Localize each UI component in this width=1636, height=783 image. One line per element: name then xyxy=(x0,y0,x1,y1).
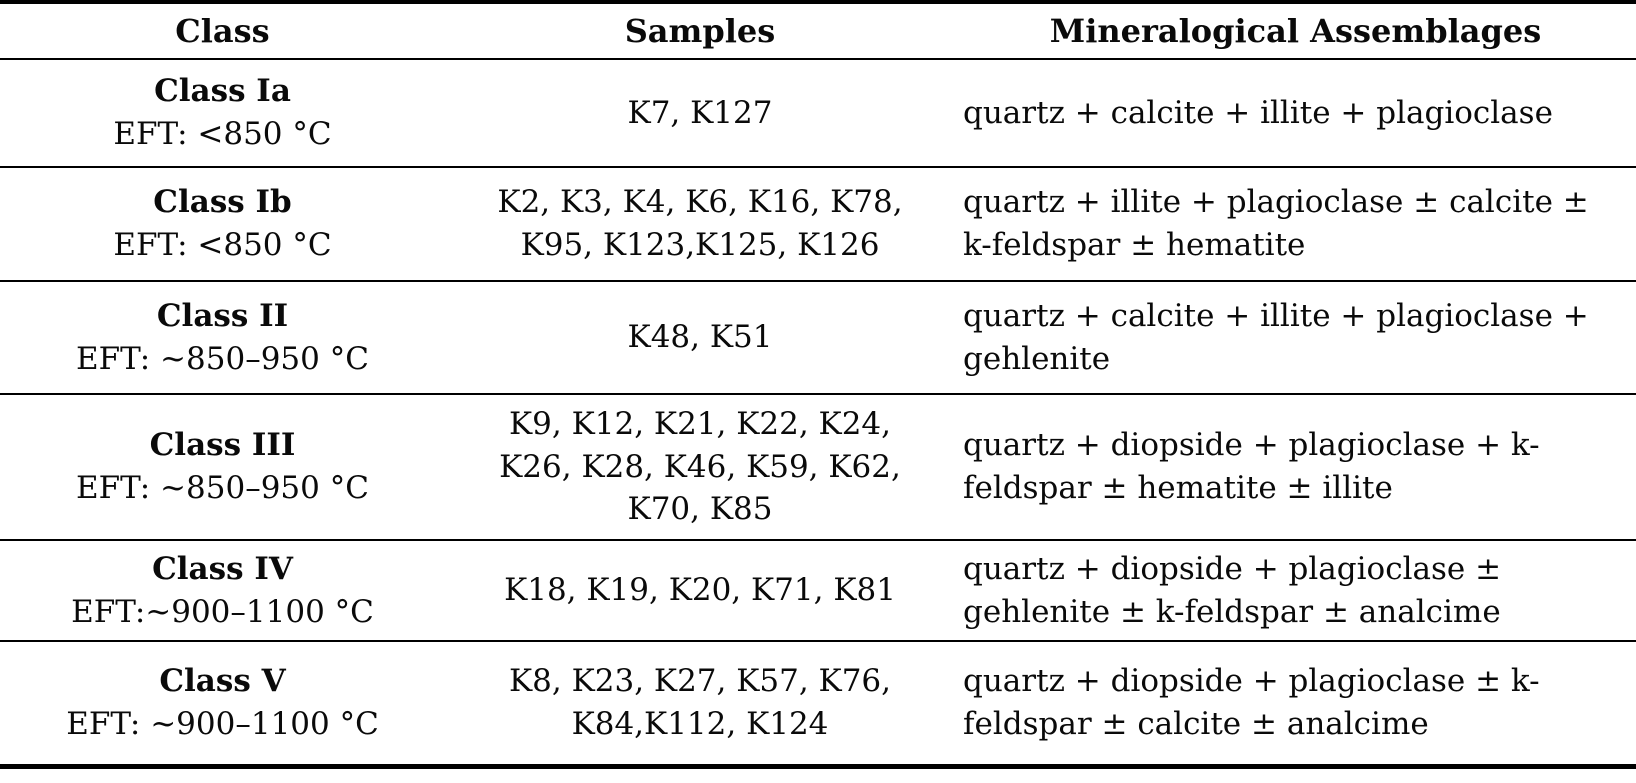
table-row-class-iv: Class IV EFT:~900–1100 °C K18, K19, K20,… xyxy=(0,540,1636,641)
class-name: Class II xyxy=(156,297,289,334)
eft-range: EFT: ~850–950 °C xyxy=(76,470,369,506)
class-cell: Class IV EFT:~900–1100 °C xyxy=(0,540,445,641)
column-header-assemblages: Mineralogical Assemblages xyxy=(955,2,1636,60)
assemblage-cell: quartz + calcite + illite + plagioclase xyxy=(963,94,1553,131)
class-cell: Class II EFT: ~850–950 °C xyxy=(0,281,445,394)
table-row-class-ii: Class II EFT: ~850–950 °C K48, K51 quart… xyxy=(0,281,1636,394)
assemblage-cell: quartz + calcite + illite + plagioclase … xyxy=(963,297,1589,377)
class-name: Class III xyxy=(149,427,296,464)
samples-cell: K9, K12, K21, K22, K24, K26, K28, K46, K… xyxy=(499,405,901,528)
samples-cell: K18, K19, K20, K71, K81 xyxy=(504,572,896,609)
assemblage-cell: quartz + diopside + plagioclase + k-feld… xyxy=(963,427,1540,506)
column-header-samples: Samples xyxy=(445,2,955,60)
eft-range: EFT: <850 °C xyxy=(113,227,332,263)
eft-range: EFT: ~900–1100 °C xyxy=(66,705,379,742)
table-header: Class Samples Mineralogical Assemblages xyxy=(0,2,1636,60)
table-row-class-v: Class V EFT: ~900–1100 °C K8, K23, K27, … xyxy=(0,641,1636,766)
samples-cell: K8, K23, K27, K57, K76, K84,K112, K124 xyxy=(509,662,891,742)
assemblage-cell: quartz + illite + plagioclase ± calcite … xyxy=(963,184,1589,263)
eft-range: EFT: <850 °C xyxy=(113,116,332,152)
eft-range: EFT:~900–1100 °C xyxy=(71,593,374,630)
assemblage-cell: quartz + diopside + plagioclase ± gehlen… xyxy=(963,550,1502,630)
class-cell: Class V EFT: ~900–1100 °C xyxy=(0,641,445,766)
class-cell: Class Ib EFT: <850 °C xyxy=(0,167,445,281)
table-row-class-iii: Class III EFT: ~850–950 °C K9, K12, K21,… xyxy=(0,394,1636,540)
header-row: Class Samples Mineralogical Assemblages xyxy=(0,2,1636,60)
class-name: Class Ia xyxy=(154,73,291,110)
samples-cell: K2, K3, K4, K6, K16, K78, K95, K123,K125… xyxy=(497,184,903,263)
class-cell: Class III EFT: ~850–950 °C xyxy=(0,394,445,540)
class-name: Class IV xyxy=(152,550,293,587)
assemblage-cell: quartz + diopside + plagioclase ± k-feld… xyxy=(963,662,1540,742)
samples-cell: K7, K127 xyxy=(627,94,773,131)
column-header-class: Class xyxy=(0,2,445,60)
class-name: Class Ib xyxy=(153,184,292,221)
class-name: Class V xyxy=(159,662,286,699)
table-row-class-ia: Class Ia EFT: <850 °C K7, K127 quartz + … xyxy=(0,59,1636,167)
table-body: Class Ia EFT: <850 °C K7, K127 quartz + … xyxy=(0,59,1636,766)
class-cell: Class Ia EFT: <850 °C xyxy=(0,59,445,167)
table-row-class-ib: Class Ib EFT: <850 °C K2, K3, K4, K6, K1… xyxy=(0,167,1636,281)
samples-cell: K48, K51 xyxy=(627,319,773,356)
eft-range: EFT: ~850–950 °C xyxy=(76,340,369,377)
